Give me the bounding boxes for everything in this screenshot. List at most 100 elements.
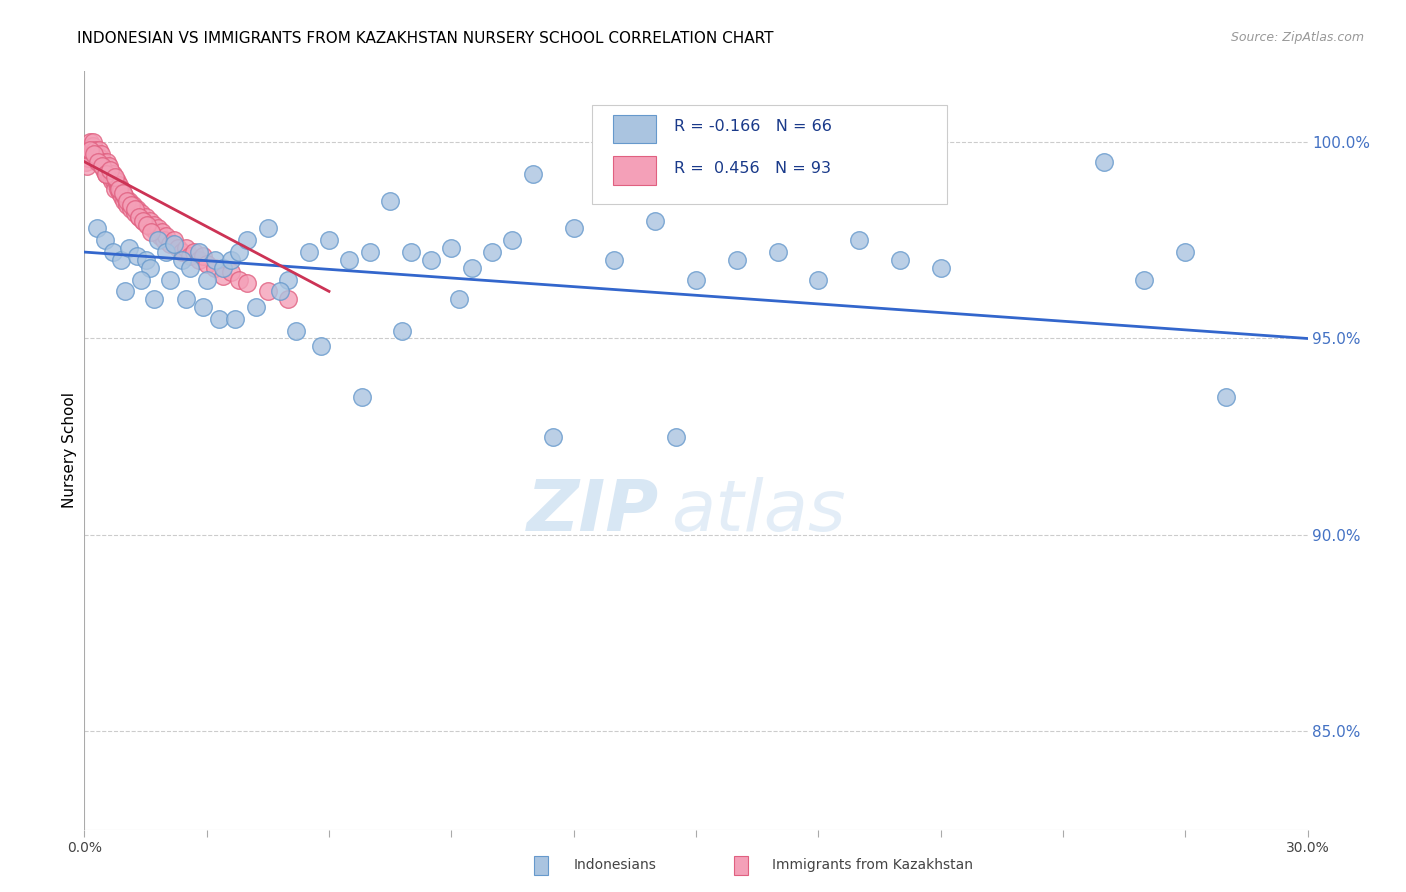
Point: [155, 229, 177, 244]
Point: [191, 300, 214, 314]
Point: [75, 154, 97, 169]
Point: [228, 272, 250, 286]
Point: [127, 202, 149, 216]
Point: [309, 339, 332, 353]
Point: [195, 272, 218, 286]
Point: [138, 213, 160, 227]
Point: [101, 245, 124, 260]
Point: [187, 245, 209, 260]
Point: [104, 182, 127, 196]
Point: [107, 182, 129, 196]
Point: [1092, 154, 1115, 169]
Point: [285, 324, 308, 338]
Point: [110, 252, 132, 267]
Point: [145, 226, 167, 240]
Point: [174, 292, 197, 306]
Point: [257, 221, 280, 235]
Point: [87, 143, 110, 157]
Text: R =  0.456   N = 93: R = 0.456 N = 93: [673, 161, 831, 176]
Point: [97, 159, 120, 173]
Point: [146, 233, 169, 247]
Point: [111, 186, 134, 201]
Point: [94, 167, 117, 181]
Point: [100, 162, 122, 177]
Point: [543, 430, 565, 444]
Point: [481, 245, 503, 260]
Point: [105, 174, 128, 188]
Point: [380, 194, 402, 208]
Point: [80, 146, 103, 161]
Point: [118, 241, 141, 255]
Point: [502, 233, 524, 247]
Point: [224, 311, 246, 326]
Point: [174, 241, 197, 255]
Point: [257, 285, 280, 299]
Point: [98, 170, 121, 185]
Point: [107, 182, 129, 196]
Point: [90, 146, 112, 161]
Point: [115, 198, 138, 212]
Point: [391, 324, 413, 338]
Point: [132, 213, 155, 227]
Point: [101, 174, 124, 188]
Point: [142, 218, 165, 232]
Point: [1133, 272, 1156, 286]
Point: [219, 265, 242, 279]
Point: [163, 233, 186, 247]
Point: [167, 241, 190, 255]
Text: ZIP: ZIP: [527, 476, 659, 546]
Text: R = -0.166   N = 66: R = -0.166 N = 66: [673, 120, 832, 134]
Point: [89, 151, 111, 165]
Point: [120, 198, 142, 212]
Point: [236, 233, 259, 247]
Point: [929, 260, 952, 275]
Point: [131, 272, 153, 286]
Point: [112, 194, 135, 208]
Point: [76, 151, 98, 165]
Point: [79, 143, 101, 157]
Point: [93, 233, 115, 247]
Point: [118, 194, 141, 208]
Point: [87, 154, 110, 169]
Point: [1174, 245, 1197, 260]
Bar: [613, 114, 655, 144]
Point: [132, 213, 155, 227]
Point: [86, 146, 108, 161]
Point: [114, 190, 136, 204]
Point: [135, 252, 157, 267]
Point: [135, 210, 157, 224]
Point: [83, 146, 105, 161]
Point: [298, 245, 321, 260]
Point: [155, 245, 177, 260]
Point: [120, 202, 142, 216]
FancyBboxPatch shape: [592, 105, 946, 204]
Point: [159, 272, 181, 286]
Point: [461, 260, 484, 275]
Point: [665, 430, 688, 444]
Point: [440, 241, 463, 255]
Point: [685, 272, 707, 286]
Point: [91, 159, 114, 173]
Point: [90, 154, 112, 169]
Point: [100, 167, 122, 181]
Point: [183, 245, 205, 260]
Point: [889, 252, 911, 267]
Point: [159, 237, 181, 252]
Point: [212, 260, 235, 275]
Point: [277, 292, 299, 306]
Point: [149, 229, 172, 244]
Point: [82, 135, 104, 149]
Point: [124, 206, 146, 220]
Point: [115, 194, 138, 208]
Point: [141, 221, 163, 235]
Point: [138, 260, 160, 275]
Point: [195, 257, 218, 271]
Point: [141, 226, 163, 240]
Y-axis label: Nursery School: Nursery School: [62, 392, 77, 508]
Point: [93, 159, 115, 173]
Point: [96, 154, 118, 169]
Text: atlas: atlas: [672, 476, 846, 546]
Point: [96, 167, 118, 181]
Point: [146, 221, 169, 235]
Bar: [613, 156, 655, 186]
